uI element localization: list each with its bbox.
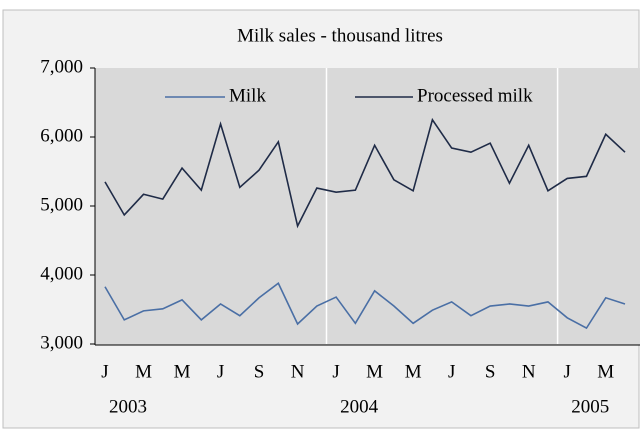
legend-label: Processed milk	[417, 85, 533, 106]
x-tick-label: J	[564, 361, 571, 382]
x-tick-label: M	[366, 361, 383, 382]
x-tick-label: M	[174, 361, 191, 382]
year-label: 2004	[340, 396, 379, 417]
x-tick-label: S	[485, 361, 496, 382]
y-tick-label: 6,000	[40, 125, 83, 146]
y-tick-label: 4,000	[40, 263, 83, 284]
chart-title: Milk sales - thousand litres	[237, 25, 443, 46]
year-label: 2005	[571, 396, 609, 417]
x-tick-label: N	[522, 361, 536, 382]
x-tick-label: M	[597, 361, 614, 382]
year-label: 2003	[109, 396, 147, 417]
x-tick-label: J	[448, 361, 455, 382]
legend-label: Milk	[229, 85, 266, 106]
x-tick-label: M	[135, 361, 152, 382]
series-line	[104, 282, 626, 330]
plot-area	[95, 68, 640, 345]
x-tick-label: N	[291, 361, 305, 382]
x-tick-label: J	[101, 361, 108, 382]
x-tick-label: M	[405, 361, 422, 382]
x-tick-label: J	[217, 361, 224, 382]
x-tick-label: J	[332, 361, 339, 382]
x-tick-label: S	[254, 361, 265, 382]
y-tick-label: 5,000	[40, 194, 83, 215]
y-tick-label: 7,000	[40, 56, 83, 77]
series-line	[104, 117, 626, 229]
y-tick-label: 3,000	[40, 332, 83, 353]
